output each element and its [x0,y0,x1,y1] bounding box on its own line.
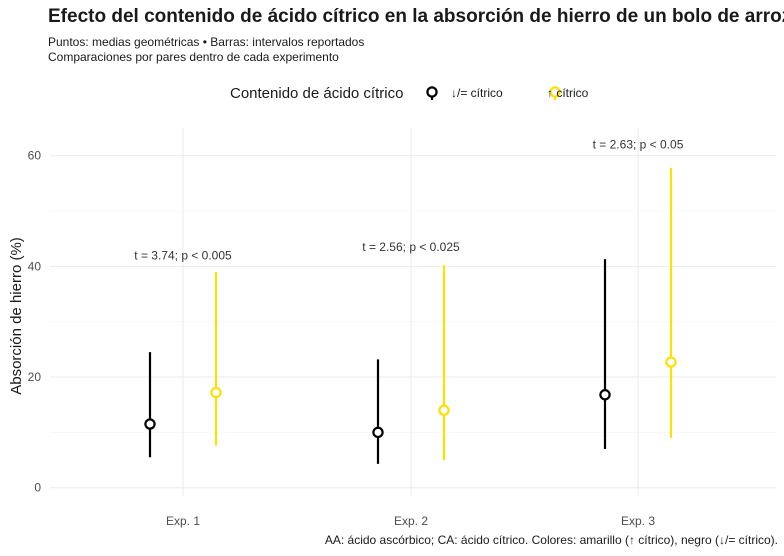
test-annotations: t = 3.74; p < 0.005 t = 2.56; p < 0.025 t … [134,138,683,263]
mean-point [210,386,222,399]
chart-title: Efecto del contenido de ácido cítrico en… [48,6,784,27]
chart-subtitle-line-1: Puntos: medias geométricas • Barras: int… [48,35,365,49]
x-tick-label: Exp. 2 [394,514,428,528]
x-axis-ticks: Exp. 1 Exp. 2 Exp. 3 [166,514,655,528]
y-axis-title: Absorción de hierro (%) [8,237,25,395]
chart-subtitle-line-2: Comparaciones por pares dentro de cada e… [48,50,339,64]
x-tick-label: Exp. 1 [166,514,200,528]
annotation-label: t = 2.56; p < 0.025 [362,240,460,254]
y-tick-label: 40 [28,259,42,273]
mean-point [438,404,450,416]
grid-lines [50,128,776,496]
legend: Contenido de ácido cítrico ↓/= cítrico ↑ … [230,85,589,102]
legend-title: Contenido de ácido cítrico [230,85,403,102]
y-axis-ticks: 0 20 40 60 [28,149,42,495]
x-tick-label: Exp. 3 [621,514,655,528]
interval-bars [148,167,673,464]
annotation-label: t = 2.63; p < 0.05 [593,138,684,152]
mean-point [144,418,156,430]
mean-point [665,356,677,368]
mean-point [372,426,384,439]
chart-caption: AA: ácido ascórbico; CA: ácido cítrico. … [324,533,778,547]
y-tick-label: 20 [28,370,42,384]
mean-points [144,356,677,439]
legend-key [426,86,438,98]
annotation-label: t = 3.74; p < 0.005 [134,248,232,262]
mean-point [599,389,611,401]
y-tick-label: 0 [34,481,41,495]
legend-label: ↑ cítrico [547,86,589,100]
legend-label: ↓/= cítrico [451,86,503,100]
y-tick-label: 60 [28,149,42,163]
